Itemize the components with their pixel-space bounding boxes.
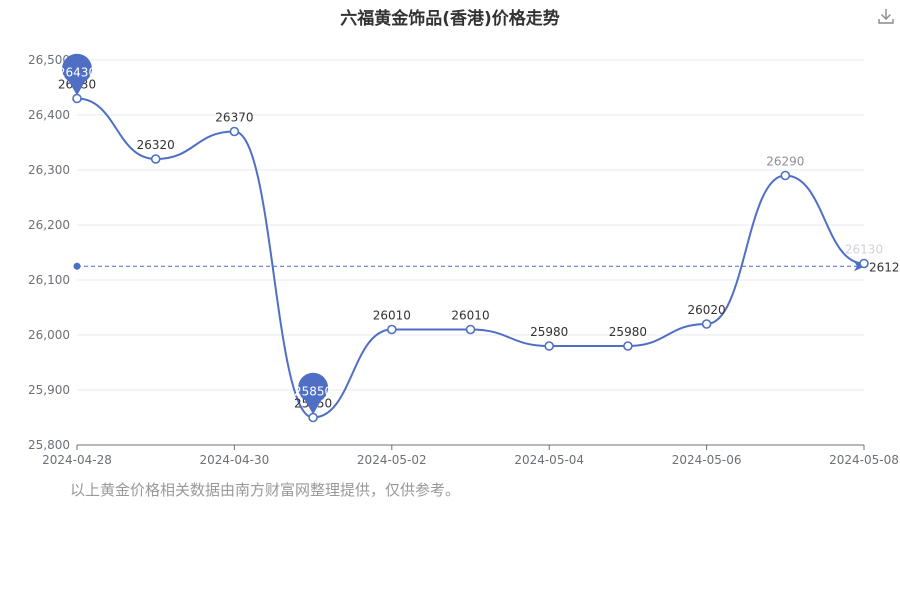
y-tick-label: 26,000: [28, 328, 70, 342]
source-note: 以上黄金价格相关数据由南方财富网整理提供，仅供参考。: [70, 481, 461, 499]
series-line: [76, 97, 865, 419]
max-marker: 26430: [58, 53, 96, 96]
data-point[interactable]: [859, 258, 869, 269]
average-line-label: 2612: [869, 260, 900, 274]
data-label: 26320: [137, 138, 175, 152]
data-label: 25980: [609, 325, 647, 339]
data-label: 26010: [373, 309, 411, 323]
y-tick-label: 25,800: [28, 438, 70, 452]
x-tick-label: 2024-05-04: [514, 453, 584, 467]
max-marker-label: 26430: [58, 66, 96, 80]
data-labels: 2643026320263702585026010260102598025980…: [58, 78, 883, 411]
y-tick-label: 26,400: [28, 108, 70, 122]
x-tick-label: 2024-05-06: [672, 453, 742, 467]
x-tick-label: 2024-04-30: [200, 453, 270, 467]
data-label: 26130: [845, 243, 883, 257]
data-point[interactable]: [72, 93, 82, 104]
y-tick-label: 26,200: [28, 218, 70, 232]
data-point[interactable]: [465, 324, 476, 335]
chart-title: 六福黄金饰品(香港)价格走势: [340, 9, 560, 29]
series-line: [76, 97, 865, 419]
x-tick-label: 2024-05-02: [357, 453, 427, 467]
data-label: 26010: [451, 309, 489, 323]
data-point[interactable]: [386, 324, 397, 335]
data-point[interactable]: [229, 126, 240, 137]
data-label: 25980: [530, 325, 568, 339]
y-tick-label: 25,900: [28, 383, 70, 397]
gridlines: [77, 59, 864, 391]
download-icon[interactable]: [876, 6, 896, 26]
data-point[interactable]: [308, 412, 318, 423]
average-line-arrow: [854, 261, 865, 272]
axes: 25,800 25,900 26,000 26,100 26,200 26,300 26,4…: [28, 53, 899, 467]
extreme-markers: 26430 25850: [58, 53, 332, 415]
min-marker: 25850: [294, 372, 332, 415]
data-points: [72, 93, 869, 423]
data-point[interactable]: [780, 170, 791, 181]
data-label: 26370: [215, 111, 253, 125]
data-label: 26020: [688, 303, 726, 317]
x-tick-label: 2024-05-08: [829, 453, 899, 467]
y-tick-label: 26,500: [28, 53, 70, 67]
data-point[interactable]: [150, 154, 161, 164]
y-tick-label: 26,100: [28, 273, 70, 287]
x-tick-label: 2024-04-28: [42, 453, 112, 467]
data-point[interactable]: [701, 319, 712, 329]
average-line: 2612: [73, 260, 900, 274]
data-label: 26290: [766, 155, 804, 169]
average-line-start: [73, 262, 81, 270]
data-point[interactable]: [623, 341, 633, 351]
min-marker-label: 25850: [294, 385, 332, 399]
data-point[interactable]: [544, 341, 555, 351]
y-tick-label: 26,300: [28, 163, 70, 177]
